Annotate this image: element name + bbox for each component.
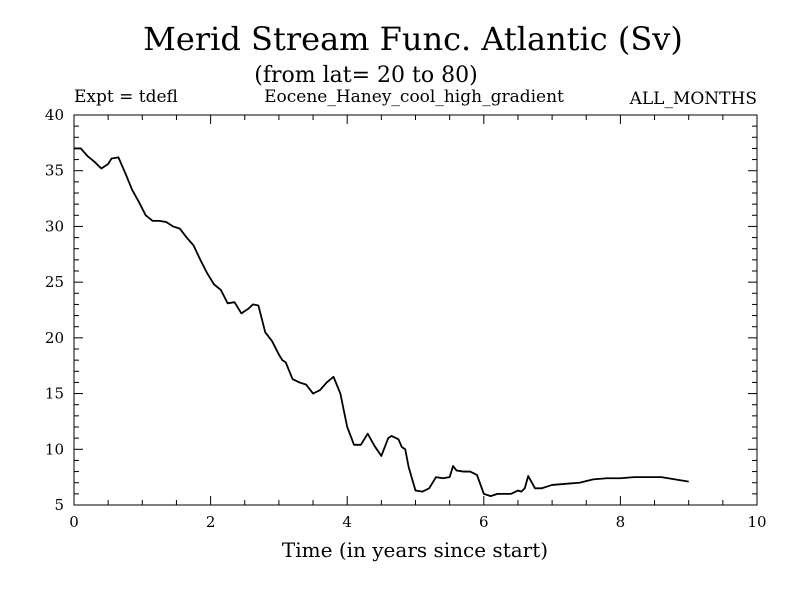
- y-tick-label: 5: [54, 496, 64, 514]
- x-tick-label: 2: [206, 513, 216, 531]
- plot-frame: [73, 114, 758, 506]
- x-tick-label: 4: [342, 513, 352, 531]
- y-tick-label: 20: [45, 329, 64, 347]
- y-tick-label: 10: [45, 440, 64, 458]
- x-tick-label: 0: [69, 513, 79, 531]
- series-line: [74, 147, 689, 497]
- experiment-name: Eocene_Haney_cool_high_gradient: [264, 87, 564, 107]
- x-axis-label: Time (in years since start): [282, 538, 548, 562]
- months-label: ALL_MONTHS: [629, 89, 757, 109]
- chart-subtitle: (from lat= 20 to 80): [254, 63, 477, 88]
- series-group: [74, 147, 689, 497]
- x-tick-label: 6: [479, 513, 489, 531]
- y-tick-label: 30: [45, 217, 64, 235]
- chart-title: Merid Stream Func. Atlantic (Sv): [143, 20, 683, 58]
- y-tick-label: 15: [45, 385, 64, 403]
- y-tick-label: 40: [45, 106, 64, 124]
- y-tick-label: 35: [45, 162, 64, 180]
- x-tick-label: 8: [616, 513, 626, 531]
- axis-ticks: 0 2 4 6 8 10 5 10 15 20 25 30 35 40: [45, 106, 767, 531]
- y-tick-label: 25: [45, 273, 64, 291]
- experiment-label: Expt = tdefl: [74, 87, 178, 107]
- x-tick-label: 10: [747, 513, 766, 531]
